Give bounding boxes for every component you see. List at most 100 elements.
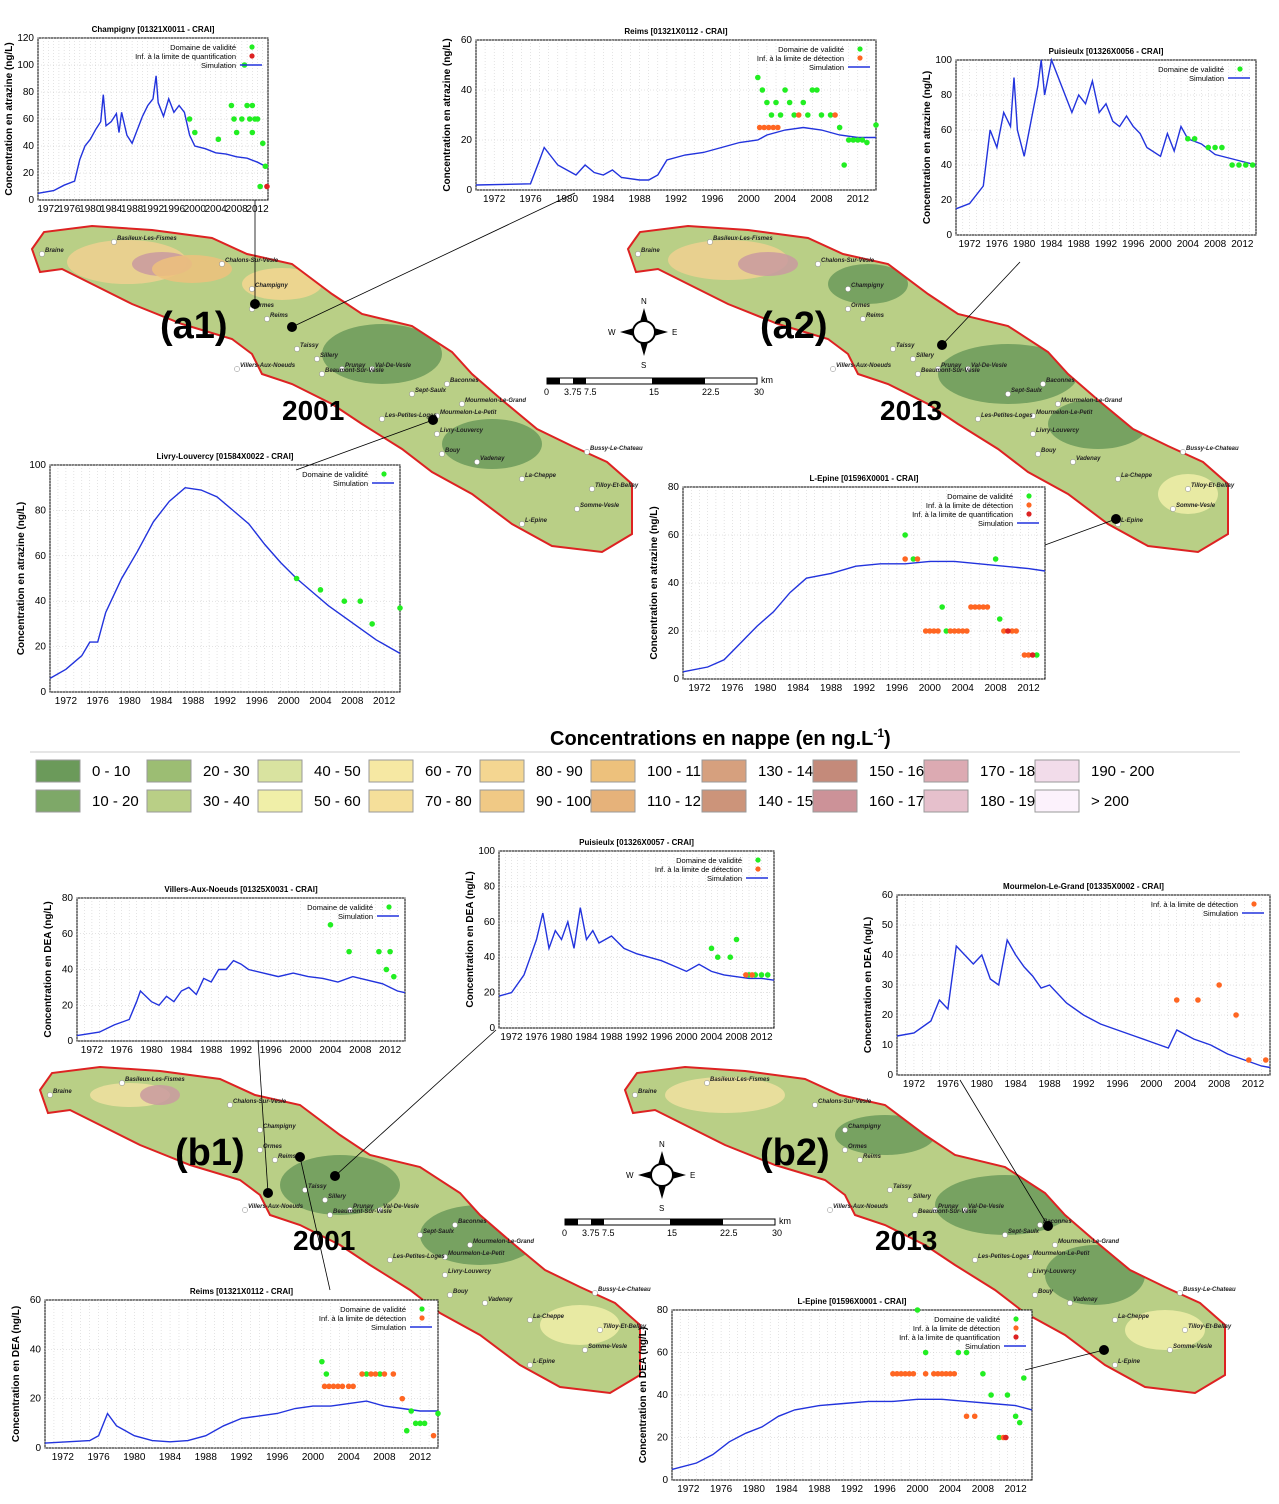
year-label-a2: 2013 <box>880 395 942 426</box>
town-label: Ormes <box>255 303 275 309</box>
svg-text:S: S <box>659 1204 664 1213</box>
town-marker <box>347 1207 353 1213</box>
town-marker <box>1002 1232 1008 1238</box>
basin-map-a2: Braine Basileux-Les-Fismes Chalons-Sur-Ves… <box>626 224 1239 554</box>
connector-line <box>1024 1349 1105 1371</box>
legend-swatch <box>590 759 636 783</box>
town-label: Champigny <box>848 1124 881 1130</box>
town-marker <box>574 506 580 512</box>
town-marker <box>1067 1300 1073 1306</box>
town-label: Baconnes <box>1043 1219 1072 1225</box>
town-marker <box>227 1102 233 1108</box>
town-label: Sept-Saulx <box>1011 388 1043 394</box>
town-label: La-Cheppe <box>525 473 557 479</box>
legend-item-label: 70 - 80 <box>425 793 472 810</box>
legend-item-label: 40 - 50 <box>314 763 361 780</box>
town-label: Baconnes <box>458 1219 487 1225</box>
point-domaine-validite <box>980 1370 986 1377</box>
town-label: Bouy <box>445 448 461 454</box>
point-limite-detection <box>390 1371 397 1377</box>
y-tick-label: 60 <box>941 125 953 136</box>
x-tick-label: 2008 <box>985 683 1008 694</box>
well-marker <box>330 1171 340 1181</box>
connector-line <box>1044 518 1117 546</box>
town-label: Val-De-Vesle <box>968 1204 1005 1210</box>
point-domaine-validite <box>192 129 198 136</box>
point-limite-detection <box>894 1370 900 1377</box>
legend-swatch <box>146 759 192 783</box>
point-domaine-validite <box>939 604 945 610</box>
svg-text:Domaine de validité: Domaine de validité <box>340 1305 406 1314</box>
point-domaine-validite <box>249 129 256 136</box>
x-tick-label: 2008 <box>1204 239 1227 250</box>
y-tick-label: 60 <box>461 35 473 46</box>
x-tick-label: 1972 <box>483 194 506 205</box>
town-marker <box>1040 381 1046 387</box>
x-tick-label: 1976 <box>721 683 744 694</box>
point-domaine-validite <box>412 1420 419 1427</box>
point-limite-detection <box>902 1370 908 1377</box>
svg-text:Simulation: Simulation <box>371 1323 406 1332</box>
town-label: Baconnes <box>450 378 479 384</box>
point-limite-detection <box>770 124 777 131</box>
legend-swatch <box>812 759 858 783</box>
point-domaine-validite <box>254 116 261 122</box>
point-limite-detection <box>1001 628 1007 634</box>
x-tick-label: 2004 <box>1174 1079 1197 1090</box>
x-tick-label: 2004 <box>309 696 332 707</box>
point-limite-detection <box>980 604 987 610</box>
svg-text:30: 30 <box>754 387 764 397</box>
legend-item-label: 90 - 100 <box>536 793 591 810</box>
well-marker <box>937 340 947 350</box>
legend-swatch <box>701 759 747 783</box>
town-label: Sillery <box>328 1194 347 1200</box>
town-marker <box>294 346 300 352</box>
simulation-series <box>475 126 876 186</box>
y-tick-label: 40 <box>23 141 35 152</box>
town-marker <box>1032 1292 1038 1298</box>
x-tick-label: 1980 <box>556 194 579 205</box>
svg-text:Inf. à la limite de détection: Inf. à la limite de détection <box>926 501 1013 510</box>
x-tick-label: 1976 <box>87 696 110 707</box>
x-tick-label: 1988 <box>629 194 652 205</box>
x-tick-label: 1996 <box>266 1452 289 1463</box>
point-domaine-validite <box>782 87 788 93</box>
point-domaine-validite <box>914 1307 921 1313</box>
x-tick-label: 1996 <box>163 204 186 215</box>
town-label: La-Cheppe <box>1118 1314 1150 1320</box>
town-label: Braine <box>53 1089 72 1095</box>
town-label: Somme-Vesle <box>580 503 620 509</box>
svg-text:Domaine de validité: Domaine de validité <box>170 43 236 52</box>
svg-text:Simulation: Simulation <box>1203 909 1238 918</box>
town-marker <box>632 1092 638 1098</box>
connector-line <box>299 1156 331 1291</box>
scale-bar-a: 0 3.75 7.5 15 22.5 30 km <box>544 375 773 397</box>
town-label: Baconnes <box>1046 378 1075 384</box>
point-limite-detection <box>761 124 767 131</box>
legend-item-label: 60 - 70 <box>425 763 472 780</box>
legend-swatch <box>923 759 969 783</box>
town-marker <box>1180 449 1186 455</box>
x-tick-label: 2012 <box>1242 1079 1265 1090</box>
point-domaine-validite <box>814 87 820 93</box>
point-domaine-validite <box>855 137 861 143</box>
legend-swatch <box>923 789 969 813</box>
town-marker <box>830 366 836 372</box>
simulation-series <box>671 1398 1033 1471</box>
town-label: Tilloy-Et-Bellay <box>595 483 639 489</box>
chart-mourmelon: 0 10 20 30 40 50 60 1972 1976 1980 1984 1988 1992 199… <box>863 882 1271 1090</box>
x-tick-label: 2004 <box>939 1484 962 1495</box>
town-label: Chalons-Sur-Vesle <box>225 258 279 264</box>
point-limite-detection <box>931 1370 937 1377</box>
point-domaine-validite <box>733 936 740 943</box>
x-tick-label: 1984 <box>150 696 173 707</box>
y-tick-label: 10 <box>882 1040 894 1051</box>
x-tick-label: 1996 <box>246 696 269 707</box>
point-limite-quantification <box>1005 628 1011 634</box>
town-marker <box>1167 1347 1173 1353</box>
y-tick-label: 40 <box>30 1344 42 1355</box>
connector-line <box>941 261 1021 346</box>
chart-title: Puisieulx [01326X0056 - CRAI] <box>1049 47 1164 56</box>
